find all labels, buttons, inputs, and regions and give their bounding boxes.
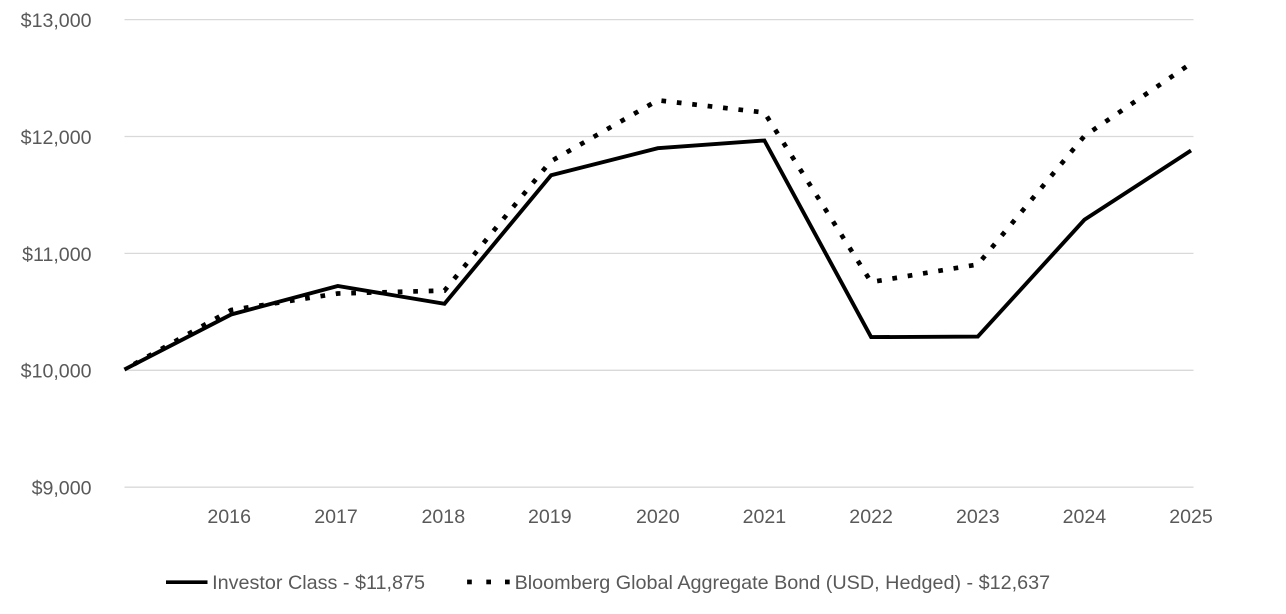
svg-text:Bloomberg Global Aggregate Bon: Bloomberg Global Aggregate Bond (USD, He…: [515, 572, 1051, 594]
svg-text:2024: 2024: [1063, 506, 1107, 528]
svg-text:$11,000: $11,000: [22, 244, 91, 266]
svg-text:Investor Class - $11,875: Investor Class - $11,875: [212, 572, 425, 594]
svg-text:$13,000: $13,000: [21, 10, 92, 32]
svg-text:2025: 2025: [1169, 506, 1213, 528]
svg-text:2020: 2020: [636, 506, 680, 528]
svg-text:2022: 2022: [849, 506, 893, 528]
svg-text:2019: 2019: [528, 506, 572, 528]
svg-text:2018: 2018: [422, 506, 466, 528]
svg-text:2017: 2017: [314, 506, 358, 528]
svg-text:2021: 2021: [743, 506, 787, 528]
svg-text:$9,000: $9,000: [32, 478, 92, 500]
svg-text:2023: 2023: [956, 506, 1000, 528]
svg-text:$12,000: $12,000: [21, 127, 92, 149]
svg-text:2016: 2016: [207, 506, 251, 528]
svg-text:$10,000: $10,000: [21, 361, 92, 383]
